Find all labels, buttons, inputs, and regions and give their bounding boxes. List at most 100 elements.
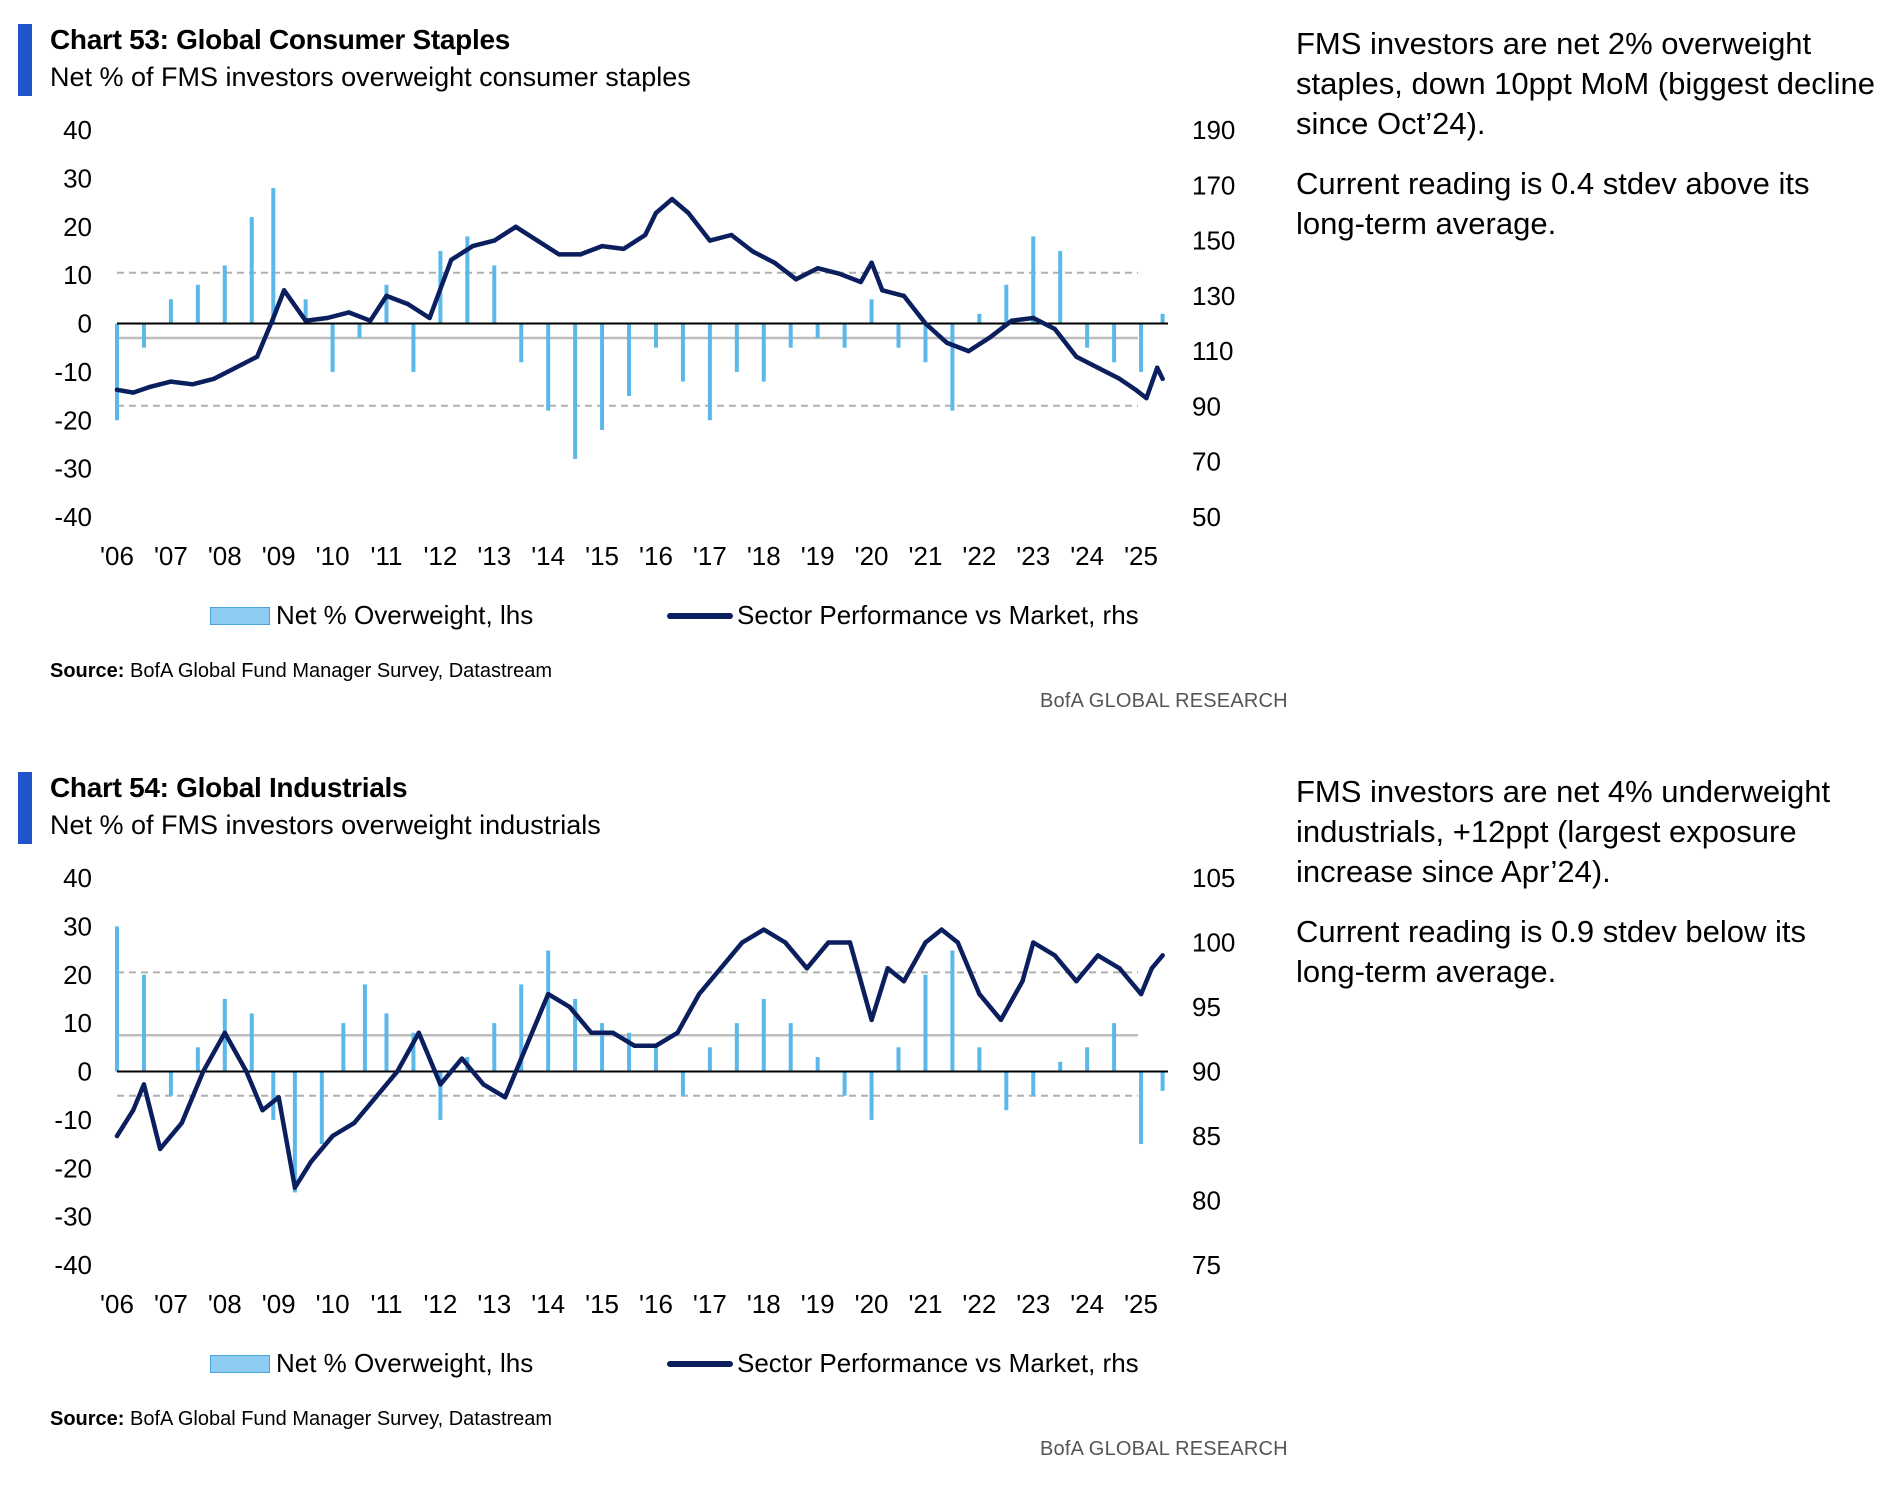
commentary-paragraph: Current reading is 0.9 stdev below its l… [1296, 914, 1807, 989]
line-point-6 [233, 365, 238, 370]
line-point-24 [599, 243, 605, 249]
x-tick-label: '07 [154, 1289, 188, 1319]
left-tick-label: -10 [54, 1105, 92, 1135]
legend-swatch-line [667, 1360, 733, 1367]
bar-13 [438, 1071, 443, 1120]
line-point-34 [804, 966, 810, 971]
x-tick-label: '10 [316, 1289, 350, 1319]
line-point-42 [955, 940, 960, 945]
commentary: FMS investors are net 4% underweight ind… [1296, 772, 1876, 1012]
bar-30 [923, 323, 928, 363]
x-tick-label: '25 [1124, 1289, 1158, 1319]
source-text: BofA Global Fund Manager Survey, Datastr… [124, 660, 553, 682]
bar-36 [1085, 323, 1090, 348]
line-point-41 [923, 321, 928, 326]
line-point-17 [438, 1082, 443, 1087]
bar-2 [168, 1071, 173, 1096]
x-tick-label: '17 [693, 1289, 727, 1319]
left-tick-label: 10 [63, 260, 92, 290]
line-point-37 [869, 1017, 874, 1023]
line-point-30 [707, 238, 713, 243]
line-point-48 [1074, 979, 1079, 984]
line-point-53 [1160, 953, 1165, 958]
line-point-39 [901, 979, 907, 984]
line-point-13 [368, 318, 373, 323]
accent-bar [18, 772, 32, 844]
bar-18 [600, 323, 605, 430]
line-point-22 [545, 991, 551, 997]
x-tick-label: '18 [747, 1289, 781, 1319]
chart-panel-staples: Chart 53: Global Consumer Staples Net % … [0, 0, 1892, 740]
right-tick-label: 105 [1192, 863, 1235, 893]
legend-item-bars: Net % Overweight, lhs [210, 1348, 533, 1379]
line-point-4 [190, 382, 195, 387]
line-point-50 [1117, 966, 1122, 971]
bar-2 [168, 299, 173, 324]
legend-swatch-bars [210, 606, 270, 625]
line-point-28 [669, 196, 675, 202]
line-point-39 [880, 288, 885, 293]
x-tick-label: '06 [100, 541, 134, 571]
chart-plot-industrials: 403020100-10-20-30-401051009590858075'06… [54, 863, 1235, 1319]
line-point-35 [826, 940, 831, 945]
left-tick-label: -40 [54, 1250, 92, 1280]
bar-35 [1031, 1071, 1036, 1096]
line-point-12 [346, 310, 351, 315]
bar-13 [465, 236, 470, 324]
x-tick-label: '16 [639, 541, 673, 571]
bar-25 [761, 998, 766, 1072]
line-point-0 [114, 387, 120, 393]
left-tick-label: -20 [54, 405, 92, 435]
line-point-7 [254, 354, 260, 359]
line-point-32 [750, 249, 756, 254]
line-point-15 [405, 301, 411, 307]
bar-0 [115, 323, 119, 421]
line-point-10 [303, 318, 308, 323]
bar-21 [653, 1047, 658, 1072]
legend-label-bars: Net % Overweight, lhs [276, 600, 534, 630]
line-point-33 [783, 940, 788, 945]
bar-27 [815, 1056, 820, 1072]
bar-10 [384, 284, 389, 324]
bar-11 [411, 323, 416, 372]
line-point-22 [556, 252, 562, 257]
line-point-45 [1009, 318, 1014, 323]
x-tick-label: '24 [1070, 541, 1104, 571]
legend-label-bars: Net % Overweight, lhs [276, 1348, 534, 1378]
line-point-26 [632, 1043, 637, 1048]
line-point-9 [276, 1095, 281, 1100]
bar-3 [195, 284, 200, 324]
bar-31 [923, 974, 928, 1072]
x-tick-label: '15 [585, 1289, 619, 1319]
line-point-33 [772, 260, 777, 265]
line-point-2 [147, 384, 152, 390]
line-point-32 [761, 927, 766, 932]
legend-item-bars: Net % Overweight, lhs [210, 600, 533, 631]
bar-20 [653, 323, 658, 348]
chart-panel-industrials: Chart 54: Global Industrials Net % of FM… [0, 748, 1892, 1488]
line-point-6 [222, 1030, 227, 1035]
line-point-4 [179, 1120, 184, 1126]
line-point-40 [901, 293, 907, 299]
x-tick-label: '23 [1016, 1289, 1050, 1319]
bar-17 [573, 323, 578, 459]
legend-label-line: Sector Performance vs Market, rhs [737, 1348, 1139, 1378]
bar-23 [734, 323, 739, 372]
left-tick-label: 20 [63, 212, 92, 242]
chart-subtitle: Net % of FMS investors overweight consum… [50, 62, 691, 92]
bar-16 [546, 323, 551, 411]
line-point-25 [621, 246, 626, 252]
bar-28 [842, 1071, 847, 1096]
right-tick-label: 100 [1192, 928, 1235, 958]
line-point-5 [201, 1069, 206, 1074]
x-tick-label: '17 [693, 541, 727, 571]
line-point-49 [1095, 953, 1101, 958]
line-point-23 [578, 252, 583, 257]
bar-8 [330, 323, 335, 372]
bar-1 [141, 323, 146, 348]
bar-37 [1112, 323, 1117, 363]
right-tick-label: 110 [1192, 336, 1233, 366]
bar-38 [1139, 323, 1144, 372]
line-point-18 [470, 243, 475, 249]
legend-item-line: Sector Performance vs Market, rhs [667, 600, 1139, 631]
